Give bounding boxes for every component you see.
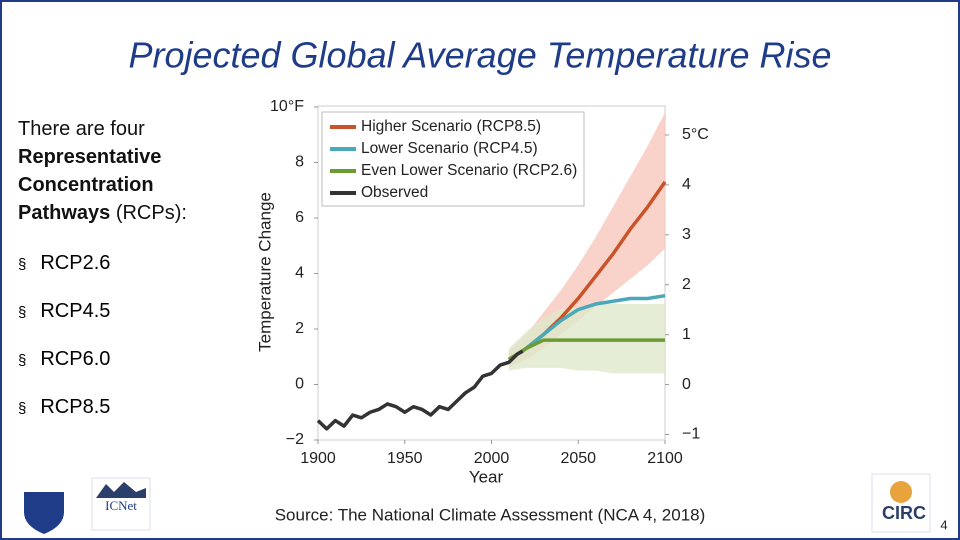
slide-title: Projected Global Average Temperature Ris… (128, 35, 831, 76)
intro-bold: Representative Concentration Pathways (18, 146, 162, 224)
x-tick-label: 2000 (474, 450, 510, 467)
bullet: RCP8.5 (18, 392, 110, 440)
y2-tick-label: 0 (682, 376, 691, 393)
y-tick-label: 2 (295, 320, 304, 337)
y2-tick-label: 5°C (682, 126, 709, 143)
bullet-list: RCP2.6 RCP4.5 RCP6.0 RCP8.5 (18, 248, 110, 440)
legend-label: Higher Scenario (RCP8.5) (361, 118, 541, 135)
y-tick-label: 10°F (270, 98, 304, 115)
x-tick-label: 1950 (387, 450, 423, 467)
unh-logo (24, 492, 64, 534)
y2-tick-label: 3 (682, 226, 691, 243)
intro-plain: There are four (18, 118, 145, 140)
y-tick-label: 6 (295, 209, 304, 226)
icnet-mountains (96, 482, 146, 498)
y2-tick-label: 2 (682, 276, 691, 293)
circ-sun (890, 481, 912, 503)
intro-rest: (RCPs): (115, 202, 187, 224)
x-tick-label: 2050 (560, 450, 596, 467)
x-tick-label: 2100 (647, 450, 683, 467)
y2-tick-label: 4 (682, 176, 691, 193)
y-axis-label: Temperature Change (255, 192, 274, 352)
y-tick-label: −2 (286, 431, 304, 448)
y2-tick-label: −1 (682, 426, 700, 443)
legend-label: Lower Scenario (RCP4.5) (361, 140, 538, 157)
y-tick-label: 8 (295, 154, 304, 171)
y2-tick-label: 1 (682, 326, 691, 343)
series-line (507, 293, 666, 361)
legend-label: Even Lower Scenario (RCP2.6) (361, 162, 577, 179)
bullet: RCP2.6 (18, 248, 110, 296)
legend-box (321, 111, 585, 207)
circ-logo-text: CIRC (882, 503, 926, 523)
legend-label: Observed (361, 184, 428, 201)
series-line (316, 349, 524, 431)
chart: −2 0 2 4 6 8 10°F −1 0 1 2 3 4 5°C 1900 1950 2000 2050 210… (270, 98, 709, 467)
y-tick-label: 4 (295, 265, 304, 282)
page-number: 4 (940, 517, 947, 532)
bullet: RCP6.0 (18, 344, 110, 392)
x-tick-label: 1900 (300, 450, 336, 467)
intro-text: There are four Representative Concentrat… (18, 115, 233, 227)
y-tick-label: 0 (295, 376, 304, 393)
series-line (507, 338, 665, 361)
bullet: RCP4.5 (18, 296, 110, 344)
x-axis-label: Year (469, 467, 504, 486)
icnet-logo-text: ICNet (105, 498, 137, 513)
source: Source: The National Climate Assessment … (275, 505, 706, 524)
